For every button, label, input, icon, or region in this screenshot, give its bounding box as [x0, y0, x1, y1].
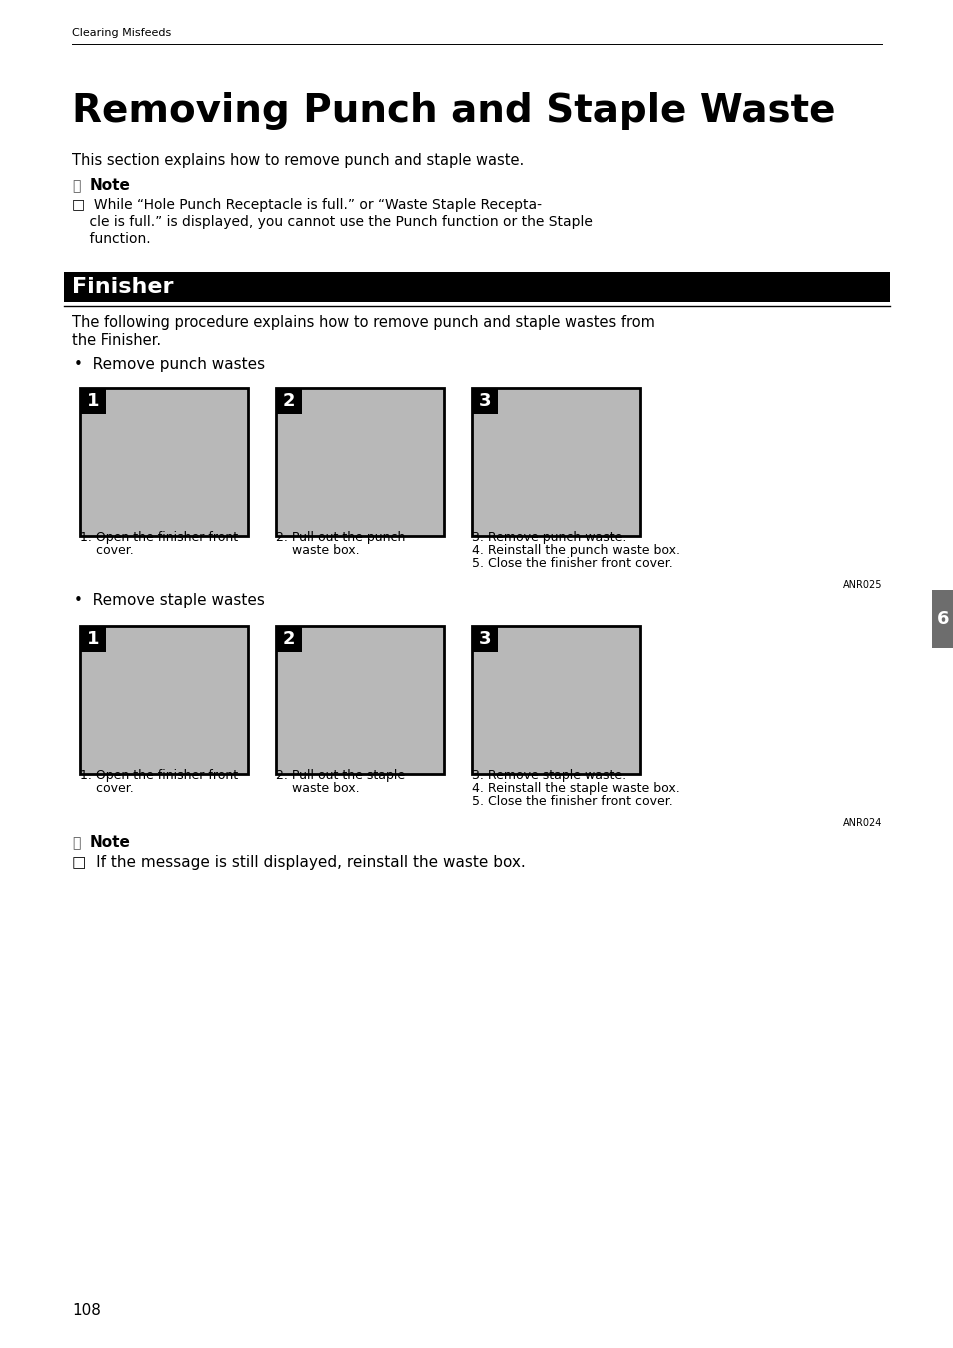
Text: •  Remove staple wastes: • Remove staple wastes — [74, 593, 265, 608]
Bar — [80, 625, 248, 774]
Bar — [472, 625, 497, 652]
Bar — [80, 625, 106, 652]
Text: □  If the message is still displayed, reinstall the waste box.: □ If the message is still displayed, rei… — [71, 855, 525, 869]
Text: □  While “Hole Punch Receptacle is full.” or “Waste Staple Recepta-: □ While “Hole Punch Receptacle is full.”… — [71, 198, 541, 212]
Text: •  Remove punch wastes: • Remove punch wastes — [74, 357, 265, 372]
Text: 3: 3 — [478, 392, 491, 410]
Text: function.: function. — [71, 232, 151, 245]
Text: 1. Open the finisher front: 1. Open the finisher front — [80, 768, 238, 782]
Bar — [275, 388, 302, 414]
Bar — [275, 625, 443, 774]
Text: 108: 108 — [71, 1304, 101, 1318]
Text: 5. Close the finisher front cover.: 5. Close the finisher front cover. — [472, 557, 672, 570]
Text: Clearing Misfeeds: Clearing Misfeeds — [71, 28, 172, 38]
Text: 3. Remove punch waste.: 3. Remove punch waste. — [472, 531, 626, 545]
Text: cover.: cover. — [80, 782, 133, 795]
Bar — [472, 388, 639, 537]
Bar — [275, 388, 443, 537]
Text: 📝: 📝 — [71, 179, 80, 193]
Text: This section explains how to remove punch and staple waste.: This section explains how to remove punc… — [71, 154, 524, 168]
Text: Removing Punch and Staple Waste: Removing Punch and Staple Waste — [71, 92, 835, 129]
Text: 6: 6 — [936, 611, 948, 628]
Text: Finisher: Finisher — [71, 276, 173, 297]
Text: 1: 1 — [87, 630, 99, 648]
Text: Note: Note — [90, 834, 131, 851]
Text: waste box.: waste box. — [275, 545, 359, 557]
Text: 5. Close the finisher front cover.: 5. Close the finisher front cover. — [472, 795, 672, 807]
Bar — [472, 388, 497, 414]
Text: 1. Open the finisher front: 1. Open the finisher front — [80, 531, 238, 545]
Text: cover.: cover. — [80, 545, 133, 557]
Text: the Finisher.: the Finisher. — [71, 333, 161, 348]
Text: 2: 2 — [282, 392, 294, 410]
Text: 4. Reinstall the staple waste box.: 4. Reinstall the staple waste box. — [472, 782, 679, 795]
Text: cle is full.” is displayed, you cannot use the Punch function or the Staple: cle is full.” is displayed, you cannot u… — [71, 214, 592, 229]
Bar — [931, 590, 953, 648]
Text: 2. Pull out the punch: 2. Pull out the punch — [275, 531, 405, 545]
Text: ANR025: ANR025 — [841, 580, 882, 590]
Text: 2: 2 — [282, 630, 294, 648]
Text: 1: 1 — [87, 392, 99, 410]
Text: 3. Remove staple waste.: 3. Remove staple waste. — [472, 768, 625, 782]
Bar — [64, 272, 889, 302]
Bar — [275, 625, 302, 652]
Text: 2. Pull out the staple: 2. Pull out the staple — [275, 768, 405, 782]
Text: 📝: 📝 — [71, 836, 80, 851]
Bar — [472, 625, 639, 774]
Bar — [80, 388, 248, 537]
Text: Note: Note — [90, 178, 131, 193]
Text: 4. Reinstall the punch waste box.: 4. Reinstall the punch waste box. — [472, 545, 679, 557]
Text: waste box.: waste box. — [275, 782, 359, 795]
Text: The following procedure explains how to remove punch and staple wastes from: The following procedure explains how to … — [71, 315, 654, 330]
Bar — [80, 388, 106, 414]
Text: ANR024: ANR024 — [841, 818, 882, 828]
Text: 3: 3 — [478, 630, 491, 648]
